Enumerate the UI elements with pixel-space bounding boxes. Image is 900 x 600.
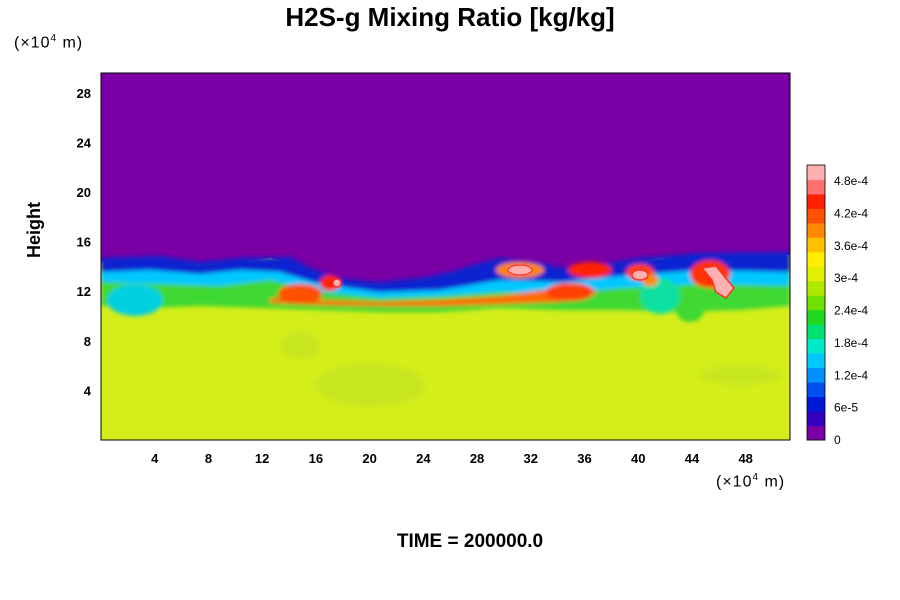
colorbar-segment xyxy=(807,353,825,369)
colorbar-segment xyxy=(807,411,825,427)
colorbar-segment xyxy=(807,193,825,209)
x-axis: 4 8 12 16 20 24 28 32 36 40 44 48 xyxy=(151,451,753,466)
colorbar-tick-label: 2.4e-4 xyxy=(834,304,868,318)
red-layer xyxy=(270,288,600,306)
x-tick-label: 12 xyxy=(255,451,269,466)
colorbar-segment xyxy=(807,251,825,267)
colorbar-segment xyxy=(807,237,825,253)
time-label: TIME = 200000.0 xyxy=(396,531,544,552)
y-tick-label: 24 xyxy=(77,135,92,150)
colorbar-tick-label: 4.8e-4 xyxy=(834,174,868,188)
colorbar-tick-label: 3.6e-4 xyxy=(834,239,868,253)
chart-title: H2S-g Mixing Ratio [kg/kg] xyxy=(285,2,615,32)
colorbar-tick-label: 6e-5 xyxy=(834,401,858,415)
colorbar-segment xyxy=(807,165,825,180)
colorbar-tick-label: 4.2e-4 xyxy=(834,207,868,221)
x-tick-label: 48 xyxy=(738,451,752,466)
upper-field xyxy=(101,73,790,285)
x-axis-unit: (×104 m) xyxy=(716,472,786,491)
colorbar-segment xyxy=(807,324,825,340)
x-tick-label: 20 xyxy=(362,451,376,466)
colorbar-frame xyxy=(806,164,826,441)
x-tick-label: 28 xyxy=(470,451,484,466)
colorbar: 0 6e-5 1.2e-4 1.8e-4 2.4e-4 3e-4 3.6e-4 4.2e-4 4… xyxy=(806,164,868,447)
colorbar-segment xyxy=(807,367,825,383)
colorbar-segment xyxy=(807,396,825,412)
x-tick-label: 24 xyxy=(416,451,431,466)
y-tick-label: 8 xyxy=(84,334,91,349)
y-axis: 4 8 12 16 20 24 28 xyxy=(77,86,92,399)
x-tick-label: 32 xyxy=(524,451,538,466)
colorbar-segment xyxy=(807,425,825,441)
x-tick-label: 4 xyxy=(151,451,159,466)
colorbar-segment xyxy=(807,208,825,224)
x-tick-label: 44 xyxy=(685,451,700,466)
x-tick-label: 8 xyxy=(205,451,212,466)
colorbar-tick-label: 3e-4 xyxy=(834,271,858,285)
heatmap-field xyxy=(101,73,790,440)
x-tick-label: 36 xyxy=(577,451,591,466)
y-tick-label: 4 xyxy=(84,383,92,398)
y-tick-label: 16 xyxy=(77,235,91,250)
colorbar-segment xyxy=(807,295,825,311)
colorbar-tick-label: 0 xyxy=(834,433,841,447)
y-axis-unit: (×104 m) xyxy=(14,33,84,52)
colorbar-segment xyxy=(807,222,825,238)
colorbar-segment xyxy=(807,382,825,398)
x-tick-label: 40 xyxy=(631,451,645,466)
colorbar-tick-label: 1.8e-4 xyxy=(834,336,868,350)
plot-frame xyxy=(100,72,791,441)
y-tick-label: 28 xyxy=(77,86,91,101)
y-tick-label: 12 xyxy=(77,284,91,299)
colorbar-segment xyxy=(807,280,825,296)
colorbar-segment xyxy=(807,266,825,282)
colorbar-segment xyxy=(807,309,825,325)
x-tick-label: 16 xyxy=(309,451,323,466)
green-band xyxy=(101,280,790,312)
colorbar-segment xyxy=(807,179,825,195)
y-tick-label: 20 xyxy=(77,185,91,200)
colorbar-segment xyxy=(807,338,825,354)
colorbar-tick-label: 1.2e-4 xyxy=(834,368,868,382)
